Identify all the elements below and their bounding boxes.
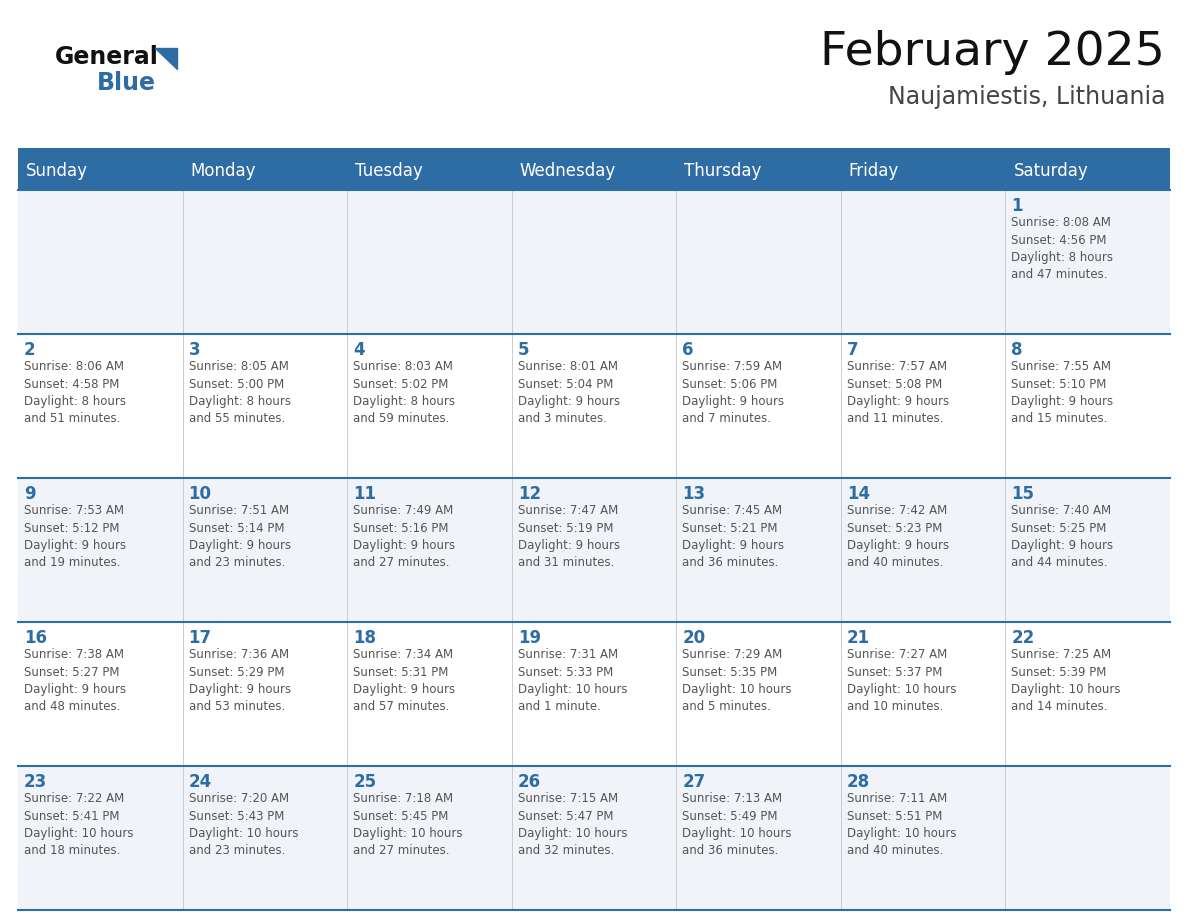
Text: 18: 18 bbox=[353, 629, 377, 647]
Text: 19: 19 bbox=[518, 629, 541, 647]
Text: Sunrise: 7:59 AM
Sunset: 5:06 PM
Daylight: 9 hours
and 7 minutes.: Sunrise: 7:59 AM Sunset: 5:06 PM Dayligh… bbox=[682, 360, 784, 426]
Text: Sunrise: 8:01 AM
Sunset: 5:04 PM
Daylight: 9 hours
and 3 minutes.: Sunrise: 8:01 AM Sunset: 5:04 PM Dayligh… bbox=[518, 360, 620, 426]
Polygon shape bbox=[154, 48, 177, 69]
Text: Sunrise: 7:31 AM
Sunset: 5:33 PM
Daylight: 10 hours
and 1 minute.: Sunrise: 7:31 AM Sunset: 5:33 PM Dayligh… bbox=[518, 648, 627, 713]
Text: Sunrise: 7:22 AM
Sunset: 5:41 PM
Daylight: 10 hours
and 18 minutes.: Sunrise: 7:22 AM Sunset: 5:41 PM Dayligh… bbox=[24, 792, 133, 857]
Text: 6: 6 bbox=[682, 341, 694, 359]
Text: 1: 1 bbox=[1011, 197, 1023, 215]
Text: Sunrise: 7:42 AM
Sunset: 5:23 PM
Daylight: 9 hours
and 40 minutes.: Sunrise: 7:42 AM Sunset: 5:23 PM Dayligh… bbox=[847, 504, 949, 569]
Text: 23: 23 bbox=[24, 773, 48, 791]
Text: Friday: Friday bbox=[849, 162, 899, 180]
Text: 28: 28 bbox=[847, 773, 870, 791]
Text: Thursday: Thursday bbox=[684, 162, 762, 180]
Text: Sunrise: 7:47 AM
Sunset: 5:19 PM
Daylight: 9 hours
and 31 minutes.: Sunrise: 7:47 AM Sunset: 5:19 PM Dayligh… bbox=[518, 504, 620, 569]
Text: Sunrise: 7:18 AM
Sunset: 5:45 PM
Daylight: 10 hours
and 27 minutes.: Sunrise: 7:18 AM Sunset: 5:45 PM Dayligh… bbox=[353, 792, 462, 857]
Text: 14: 14 bbox=[847, 485, 870, 503]
Text: 24: 24 bbox=[189, 773, 211, 791]
Text: Sunrise: 8:08 AM
Sunset: 4:56 PM
Daylight: 8 hours
and 47 minutes.: Sunrise: 8:08 AM Sunset: 4:56 PM Dayligh… bbox=[1011, 216, 1113, 282]
Text: Sunrise: 7:49 AM
Sunset: 5:16 PM
Daylight: 9 hours
and 27 minutes.: Sunrise: 7:49 AM Sunset: 5:16 PM Dayligh… bbox=[353, 504, 455, 569]
Text: General: General bbox=[55, 45, 159, 69]
Text: Sunrise: 7:15 AM
Sunset: 5:47 PM
Daylight: 10 hours
and 32 minutes.: Sunrise: 7:15 AM Sunset: 5:47 PM Dayligh… bbox=[518, 792, 627, 857]
Text: 16: 16 bbox=[24, 629, 48, 647]
Text: Naujamiestis, Lithuania: Naujamiestis, Lithuania bbox=[887, 85, 1165, 109]
Text: 13: 13 bbox=[682, 485, 706, 503]
Text: February 2025: February 2025 bbox=[820, 30, 1165, 75]
Text: Sunrise: 7:40 AM
Sunset: 5:25 PM
Daylight: 9 hours
and 44 minutes.: Sunrise: 7:40 AM Sunset: 5:25 PM Dayligh… bbox=[1011, 504, 1113, 569]
Text: Sunrise: 7:38 AM
Sunset: 5:27 PM
Daylight: 9 hours
and 48 minutes.: Sunrise: 7:38 AM Sunset: 5:27 PM Dayligh… bbox=[24, 648, 126, 713]
Text: Wednesday: Wednesday bbox=[519, 162, 615, 180]
Text: 7: 7 bbox=[847, 341, 859, 359]
Text: 17: 17 bbox=[189, 629, 211, 647]
Bar bbox=[18, 622, 1170, 766]
Text: Sunrise: 8:03 AM
Sunset: 5:02 PM
Daylight: 8 hours
and 59 minutes.: Sunrise: 8:03 AM Sunset: 5:02 PM Dayligh… bbox=[353, 360, 455, 426]
Text: Sunrise: 7:57 AM
Sunset: 5:08 PM
Daylight: 9 hours
and 11 minutes.: Sunrise: 7:57 AM Sunset: 5:08 PM Dayligh… bbox=[847, 360, 949, 426]
Text: 12: 12 bbox=[518, 485, 541, 503]
Text: Sunrise: 7:29 AM
Sunset: 5:35 PM
Daylight: 10 hours
and 5 minutes.: Sunrise: 7:29 AM Sunset: 5:35 PM Dayligh… bbox=[682, 648, 791, 713]
Text: Sunrise: 7:55 AM
Sunset: 5:10 PM
Daylight: 9 hours
and 15 minutes.: Sunrise: 7:55 AM Sunset: 5:10 PM Dayligh… bbox=[1011, 360, 1113, 426]
Text: 9: 9 bbox=[24, 485, 36, 503]
Text: 2: 2 bbox=[24, 341, 36, 359]
Text: Sunrise: 8:06 AM
Sunset: 4:58 PM
Daylight: 8 hours
and 51 minutes.: Sunrise: 8:06 AM Sunset: 4:58 PM Dayligh… bbox=[24, 360, 126, 426]
Text: Sunrise: 7:45 AM
Sunset: 5:21 PM
Daylight: 9 hours
and 36 minutes.: Sunrise: 7:45 AM Sunset: 5:21 PM Dayligh… bbox=[682, 504, 784, 569]
Bar bbox=[18, 334, 1170, 478]
Text: Sunrise: 7:53 AM
Sunset: 5:12 PM
Daylight: 9 hours
and 19 minutes.: Sunrise: 7:53 AM Sunset: 5:12 PM Dayligh… bbox=[24, 504, 126, 569]
Text: Saturday: Saturday bbox=[1013, 162, 1088, 180]
Text: 4: 4 bbox=[353, 341, 365, 359]
Bar bbox=[18, 766, 1170, 910]
Bar bbox=[18, 478, 1170, 622]
Bar bbox=[18, 152, 1170, 190]
Text: Blue: Blue bbox=[97, 71, 156, 95]
Text: Sunrise: 7:34 AM
Sunset: 5:31 PM
Daylight: 9 hours
and 57 minutes.: Sunrise: 7:34 AM Sunset: 5:31 PM Dayligh… bbox=[353, 648, 455, 713]
Text: 20: 20 bbox=[682, 629, 706, 647]
Text: Sunrise: 8:05 AM
Sunset: 5:00 PM
Daylight: 8 hours
and 55 minutes.: Sunrise: 8:05 AM Sunset: 5:00 PM Dayligh… bbox=[189, 360, 291, 426]
Text: 15: 15 bbox=[1011, 485, 1035, 503]
Text: Tuesday: Tuesday bbox=[355, 162, 423, 180]
Text: 3: 3 bbox=[189, 341, 201, 359]
Text: 25: 25 bbox=[353, 773, 377, 791]
Text: Sunrise: 7:13 AM
Sunset: 5:49 PM
Daylight: 10 hours
and 36 minutes.: Sunrise: 7:13 AM Sunset: 5:49 PM Dayligh… bbox=[682, 792, 791, 857]
Text: Sunrise: 7:51 AM
Sunset: 5:14 PM
Daylight: 9 hours
and 23 minutes.: Sunrise: 7:51 AM Sunset: 5:14 PM Dayligh… bbox=[189, 504, 291, 569]
Text: Monday: Monday bbox=[190, 162, 257, 180]
Text: 10: 10 bbox=[189, 485, 211, 503]
Text: 26: 26 bbox=[518, 773, 541, 791]
Text: 8: 8 bbox=[1011, 341, 1023, 359]
Text: 22: 22 bbox=[1011, 629, 1035, 647]
Text: 21: 21 bbox=[847, 629, 870, 647]
Text: Sunday: Sunday bbox=[26, 162, 88, 180]
Text: Sunrise: 7:11 AM
Sunset: 5:51 PM
Daylight: 10 hours
and 40 minutes.: Sunrise: 7:11 AM Sunset: 5:51 PM Dayligh… bbox=[847, 792, 956, 857]
Text: 11: 11 bbox=[353, 485, 377, 503]
Bar bbox=[18, 148, 1170, 152]
Text: 5: 5 bbox=[518, 341, 529, 359]
Text: 27: 27 bbox=[682, 773, 706, 791]
Text: Sunrise: 7:36 AM
Sunset: 5:29 PM
Daylight: 9 hours
and 53 minutes.: Sunrise: 7:36 AM Sunset: 5:29 PM Dayligh… bbox=[189, 648, 291, 713]
Text: Sunrise: 7:27 AM
Sunset: 5:37 PM
Daylight: 10 hours
and 10 minutes.: Sunrise: 7:27 AM Sunset: 5:37 PM Dayligh… bbox=[847, 648, 956, 713]
Bar bbox=[18, 190, 1170, 334]
Text: Sunrise: 7:20 AM
Sunset: 5:43 PM
Daylight: 10 hours
and 23 minutes.: Sunrise: 7:20 AM Sunset: 5:43 PM Dayligh… bbox=[189, 792, 298, 857]
Text: Sunrise: 7:25 AM
Sunset: 5:39 PM
Daylight: 10 hours
and 14 minutes.: Sunrise: 7:25 AM Sunset: 5:39 PM Dayligh… bbox=[1011, 648, 1121, 713]
